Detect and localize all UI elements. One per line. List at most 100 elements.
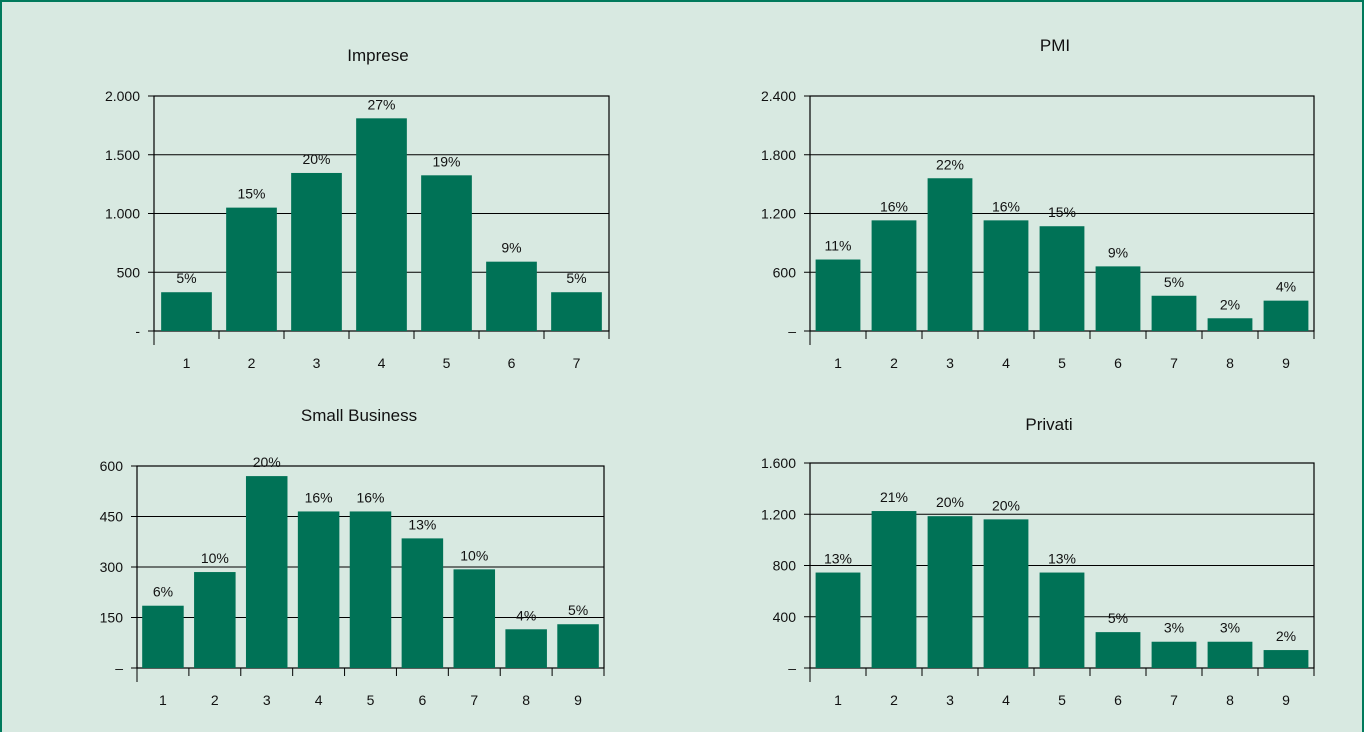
bar bbox=[983, 220, 1029, 331]
bar bbox=[1207, 641, 1253, 668]
data-label: 2% bbox=[1220, 296, 1240, 312]
bar bbox=[983, 519, 1029, 668]
chart-title: Small Business bbox=[301, 406, 417, 425]
data-label: 5% bbox=[1108, 610, 1128, 626]
data-label: 21% bbox=[880, 489, 908, 505]
x-tick-label: 9 bbox=[1282, 692, 1290, 708]
x-tick-label: 6 bbox=[1114, 355, 1122, 371]
chart-title: Imprese bbox=[347, 46, 408, 65]
data-label: 3% bbox=[1220, 620, 1240, 636]
x-tick-label: 3 bbox=[946, 692, 954, 708]
data-label: 22% bbox=[936, 156, 964, 172]
data-label: 16% bbox=[880, 198, 908, 214]
bar bbox=[815, 572, 861, 668]
bar bbox=[297, 511, 340, 668]
x-tick-label: 2 bbox=[248, 355, 256, 371]
y-tick-label: 800 bbox=[773, 558, 797, 574]
bar bbox=[161, 292, 212, 331]
bar bbox=[1095, 632, 1141, 668]
data-label: 15% bbox=[237, 186, 265, 202]
data-label: 10% bbox=[460, 547, 488, 563]
x-tick-label: 2 bbox=[890, 692, 898, 708]
x-tick-label: 8 bbox=[1226, 355, 1234, 371]
x-tick-label: 3 bbox=[263, 692, 271, 708]
x-tick-label: 4 bbox=[315, 692, 323, 708]
y-tick-label: 1.500 bbox=[105, 147, 140, 163]
x-tick-label: 6 bbox=[1114, 692, 1122, 708]
bar bbox=[927, 178, 973, 331]
data-label: 20% bbox=[992, 497, 1020, 513]
bar bbox=[1151, 295, 1197, 331]
x-tick-label: 7 bbox=[573, 355, 581, 371]
x-tick-label: 5 bbox=[1058, 692, 1066, 708]
data-label: 6% bbox=[153, 584, 173, 600]
bar bbox=[551, 292, 602, 331]
bar-chart-4: Privati – 400 800 1.200 1.600 13% 1 21% 2 20% 3 20% 4… bbox=[761, 415, 1315, 708]
x-tick-label: 2 bbox=[890, 355, 898, 371]
x-tick-label: 8 bbox=[522, 692, 530, 708]
y-tick-label: 1.200 bbox=[761, 506, 796, 522]
bar bbox=[356, 118, 407, 331]
data-label: 5% bbox=[1164, 274, 1184, 290]
y-tick-label: 600 bbox=[100, 458, 124, 474]
y-tick-label: 2.000 bbox=[105, 88, 140, 104]
bar bbox=[1039, 572, 1085, 668]
x-tick-label: 7 bbox=[470, 692, 478, 708]
x-tick-label: 8 bbox=[1226, 692, 1234, 708]
x-tick-label: 6 bbox=[508, 355, 516, 371]
y-tick-label: – bbox=[788, 323, 796, 339]
data-label: 20% bbox=[302, 151, 330, 167]
chart-title: PMI bbox=[1040, 36, 1070, 55]
bar-chart-2: PMI – 600 1.200 1.800 2.400 11% 1 16% 2 22% 3 16% 4 15… bbox=[761, 36, 1315, 371]
data-label: 10% bbox=[201, 550, 229, 566]
data-label: 4% bbox=[516, 607, 536, 623]
data-label: 4% bbox=[1276, 279, 1296, 295]
chart-title: Privati bbox=[1025, 415, 1072, 434]
x-tick-label: 2 bbox=[211, 692, 219, 708]
x-tick-label: 4 bbox=[378, 355, 386, 371]
data-label: 16% bbox=[992, 198, 1020, 214]
y-tick-label: 150 bbox=[100, 610, 124, 626]
y-tick-label: – bbox=[788, 660, 796, 676]
data-label: 16% bbox=[305, 489, 333, 505]
bar bbox=[1039, 226, 1085, 331]
y-tick-label: 1.600 bbox=[761, 455, 796, 471]
bar bbox=[291, 172, 342, 331]
y-tick-label: 1.000 bbox=[105, 206, 140, 222]
data-label: 5% bbox=[176, 270, 196, 286]
bar bbox=[486, 261, 537, 331]
bar bbox=[1263, 650, 1309, 668]
data-label: 13% bbox=[824, 551, 852, 567]
y-tick-label: 400 bbox=[773, 609, 797, 625]
bar-chart-1: Imprese - 500 1.000 1.500 2.000 5% 1 15% 2 20% 3 27%… bbox=[105, 46, 610, 371]
x-tick-label: 6 bbox=[418, 692, 426, 708]
x-tick-label: 4 bbox=[1002, 355, 1010, 371]
data-label: 20% bbox=[936, 494, 964, 510]
data-label: 19% bbox=[432, 153, 460, 169]
y-tick-label: 500 bbox=[117, 264, 141, 280]
bar bbox=[927, 516, 973, 668]
x-tick-label: 1 bbox=[183, 355, 191, 371]
x-tick-label: 7 bbox=[1170, 355, 1178, 371]
x-tick-label: 5 bbox=[443, 355, 451, 371]
x-tick-label: 9 bbox=[1282, 355, 1290, 371]
y-tick-label: 450 bbox=[100, 509, 124, 525]
data-label: 5% bbox=[566, 270, 586, 286]
bar bbox=[349, 511, 392, 668]
x-tick-label: 3 bbox=[946, 355, 954, 371]
data-label: 9% bbox=[501, 240, 521, 256]
data-label: 16% bbox=[356, 489, 384, 505]
bar bbox=[421, 175, 472, 331]
data-label: 15% bbox=[1048, 204, 1076, 220]
data-label: 27% bbox=[367, 96, 395, 112]
bar bbox=[453, 569, 496, 668]
data-label: 5% bbox=[568, 602, 588, 618]
bar bbox=[871, 511, 917, 668]
x-tick-label: 5 bbox=[1058, 355, 1066, 371]
data-label: 3% bbox=[1164, 620, 1184, 636]
data-label: 13% bbox=[408, 516, 436, 532]
x-tick-label: 1 bbox=[834, 355, 842, 371]
bar-chart-3: Small Business – 150 300 450 600 6% 1 10% 2 20% 3 16… bbox=[100, 406, 605, 708]
x-tick-label: 1 bbox=[159, 692, 167, 708]
